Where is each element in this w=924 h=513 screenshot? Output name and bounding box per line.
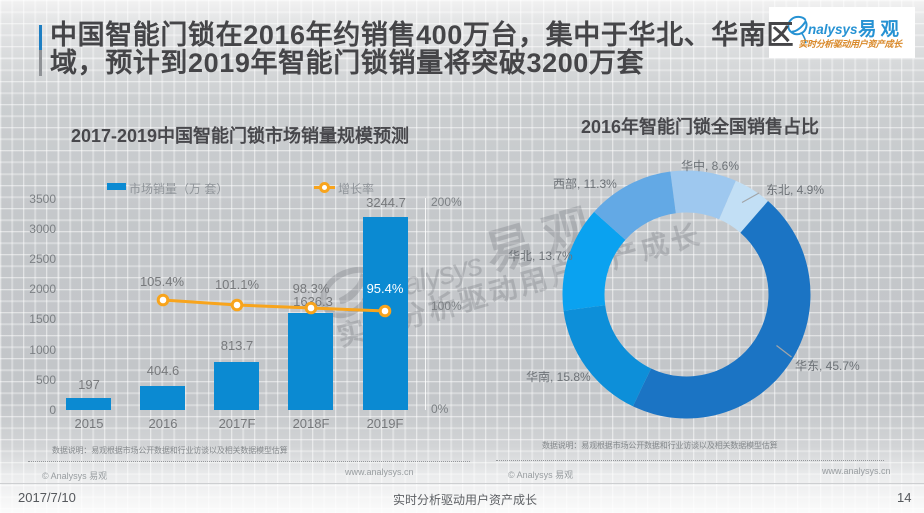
svg-text:易观: 易观: [858, 19, 903, 40]
svg-text:实时分析驱动用户资产成长: 实时分析驱动用户资产成长: [799, 39, 904, 49]
svg-text:nalysys: nalysys: [808, 22, 858, 37]
